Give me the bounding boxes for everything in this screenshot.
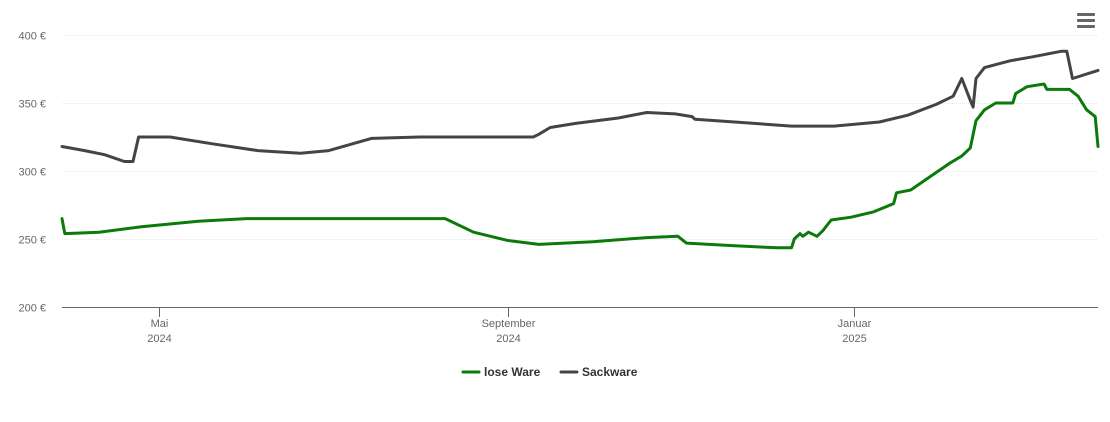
legend: lose Ware Sackware [461,365,638,379]
y-tick-label: 200 € [18,303,46,315]
x-tick-month-label: Mai [151,318,169,330]
y-tick-label: 300 € [18,167,46,179]
series-line-sackware[interactable] [60,49,1100,163]
legend-item-sackware[interactable]: Sackware [559,365,638,379]
x-tick-month-label: Januar [838,318,872,330]
y-tick-label: 350 € [18,99,46,111]
x-axis: Mai 2024 September 2024 Januar 2025 [147,307,872,345]
series-line-lose-ware[interactable] [60,82,1100,250]
legend-label-lose-ware: lose Ware [484,365,541,379]
x-tick-year-label: 2024 [496,333,520,345]
legend-label-sackware: Sackware [582,365,638,379]
series-lines [60,49,1100,250]
y-tick-label: 250 € [18,235,46,247]
y-axis: 200 € 250 € 300 € 350 € 400 € [18,31,46,315]
x-tick-month-label: September [482,318,536,330]
x-tick-year-label: 2024 [147,333,171,345]
hamburger-menu-icon [1074,13,1098,28]
legend-item-lose-ware[interactable]: lose Ware [461,365,541,379]
chart-menu-button[interactable] [1074,10,1098,32]
grid-lines [62,35,1098,240]
y-tick-label: 400 € [18,31,46,43]
x-tick-year-label: 2025 [842,333,866,345]
